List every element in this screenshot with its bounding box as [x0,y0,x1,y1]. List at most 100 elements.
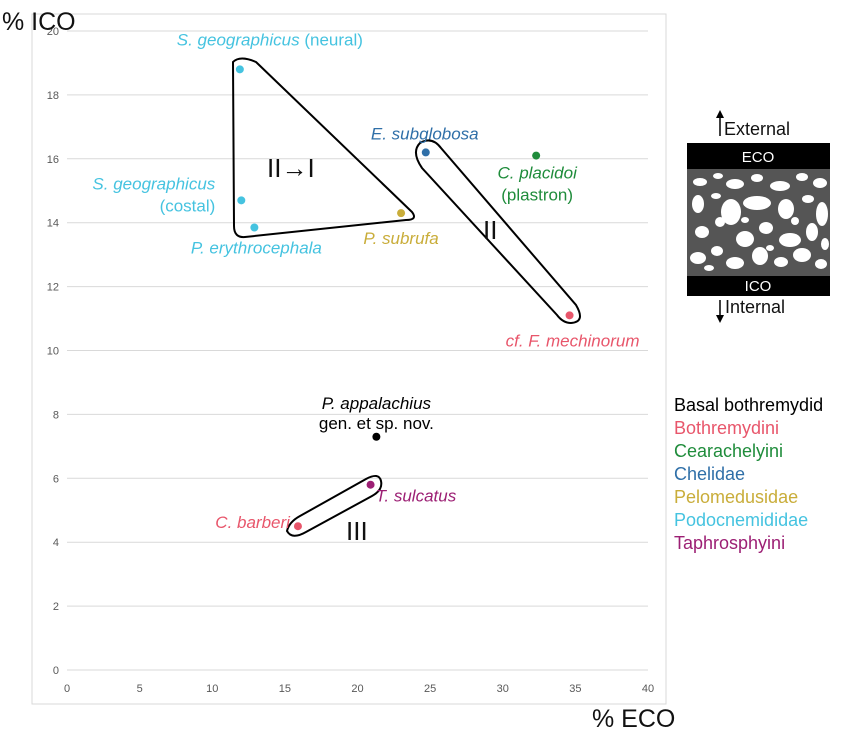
data-point [372,432,381,441]
inset-pores [690,173,829,271]
legend-item: Chelidae [674,464,745,484]
y-tick-label: 6 [53,473,59,485]
pore [741,217,749,223]
pore [806,223,818,241]
pore [779,233,801,247]
tick-labels: 0 2 4 6 8 10 12 14 16 18 20 0 5 10 15 20 25 30 35 40 [47,26,654,695]
group-outline-ii [415,139,581,325]
data-point [532,151,541,160]
pore [713,173,723,179]
x-axis-title: % ECO [592,705,675,733]
x-tick-label: 10 [206,683,218,695]
pore [743,196,771,210]
y-tick-label: 14 [47,218,59,230]
inset-ico-layer [687,276,830,296]
legend-item: Pelomedusidae [674,487,798,507]
group-label-ii-i: II→I [267,153,315,183]
point-label: P. subrufa [363,229,438,248]
point-label: C. barberi [215,513,291,532]
legend-item: Podocnemididae [674,510,808,530]
data-point [565,311,574,320]
pore [752,247,768,265]
x-tick-label: 0 [64,683,70,695]
bone-structure-diagram: External ECO ICO Internal [687,110,830,323]
legend-item: Basal bothremydid [674,395,823,415]
y-tick-label: 2 [53,601,59,613]
pore [692,195,704,213]
pore [821,238,829,250]
inset-eco-layer [687,143,830,169]
point-label-suffix: gen. et sp. nov. [319,414,434,433]
inset-eco-label: ECO [742,149,775,166]
pore [726,179,744,189]
pore [770,181,790,191]
x-tick-label: 15 [279,683,291,695]
pore [704,265,714,271]
data-point [421,148,430,157]
pore [813,178,827,188]
pore [736,231,754,247]
x-tick-label: 35 [569,683,581,695]
data-point [250,223,259,232]
pore [751,174,763,182]
point-label: S. geographicus [92,174,215,193]
y-tick-label: 4 [53,537,59,549]
data-point [293,522,302,531]
y-tick-label: 20 [47,26,59,38]
legend-item: Taphrosphyini [674,533,785,553]
point-label: P. erythrocephala [191,238,322,257]
pore [695,226,709,238]
point-label: P. appalachius [322,394,432,413]
point-label: E. subglobosa [371,124,479,143]
pore [815,259,827,269]
pore [778,199,794,219]
pore [711,246,723,256]
pore [759,222,773,234]
x-tick-label: 25 [424,683,436,695]
point-label: C. placidoi [497,164,578,183]
point-label-suffix: (costal) [160,196,216,215]
y-tick-label: 8 [53,409,59,421]
y-tick-label: 10 [47,346,59,358]
group-outline-iii [285,475,383,537]
inset-external-label: External [724,119,790,139]
pore [726,257,744,269]
point-label: cf. F. mechinorum [506,331,640,350]
pore [690,252,706,264]
point-label: S. geographicus (neural) [177,30,363,49]
pore [693,178,707,186]
pore [816,202,828,226]
x-tick-label: 40 [642,683,654,695]
group-label-ii: II [483,215,497,245]
pore [791,217,799,225]
point-labels: S. geographicus (neural) S. geographicus (… [92,30,639,532]
x-tick-label: 30 [497,683,509,695]
y-tick-label: 18 [47,90,59,102]
pore [711,193,721,199]
data-point [235,65,244,74]
y-tick-label: 0 [53,665,59,677]
pore [721,199,741,225]
y-axis-title: % ICO [2,8,76,36]
pore [796,173,808,181]
pore [774,257,788,267]
group-label-iii: III [346,516,368,546]
pore [715,217,725,227]
internal-arrow-head [716,315,724,323]
y-tick-label: 12 [47,282,59,294]
inset-ico-label: ICO [745,278,772,295]
pore [766,245,774,251]
data-point [237,196,246,205]
plot-frame [31,13,667,705]
data-point [397,209,406,218]
inset-internal-label: Internal [725,297,785,317]
pore [793,248,811,262]
x-tick-label: 5 [137,683,143,695]
legend: Basal bothremydid Bothremydini Cearachelyi… [674,395,823,553]
external-arrow-head [716,110,724,118]
data-point [366,480,375,489]
pore [802,195,814,203]
point-label-suffix: (plastron) [501,186,573,205]
x-tick-label: 20 [351,683,363,695]
